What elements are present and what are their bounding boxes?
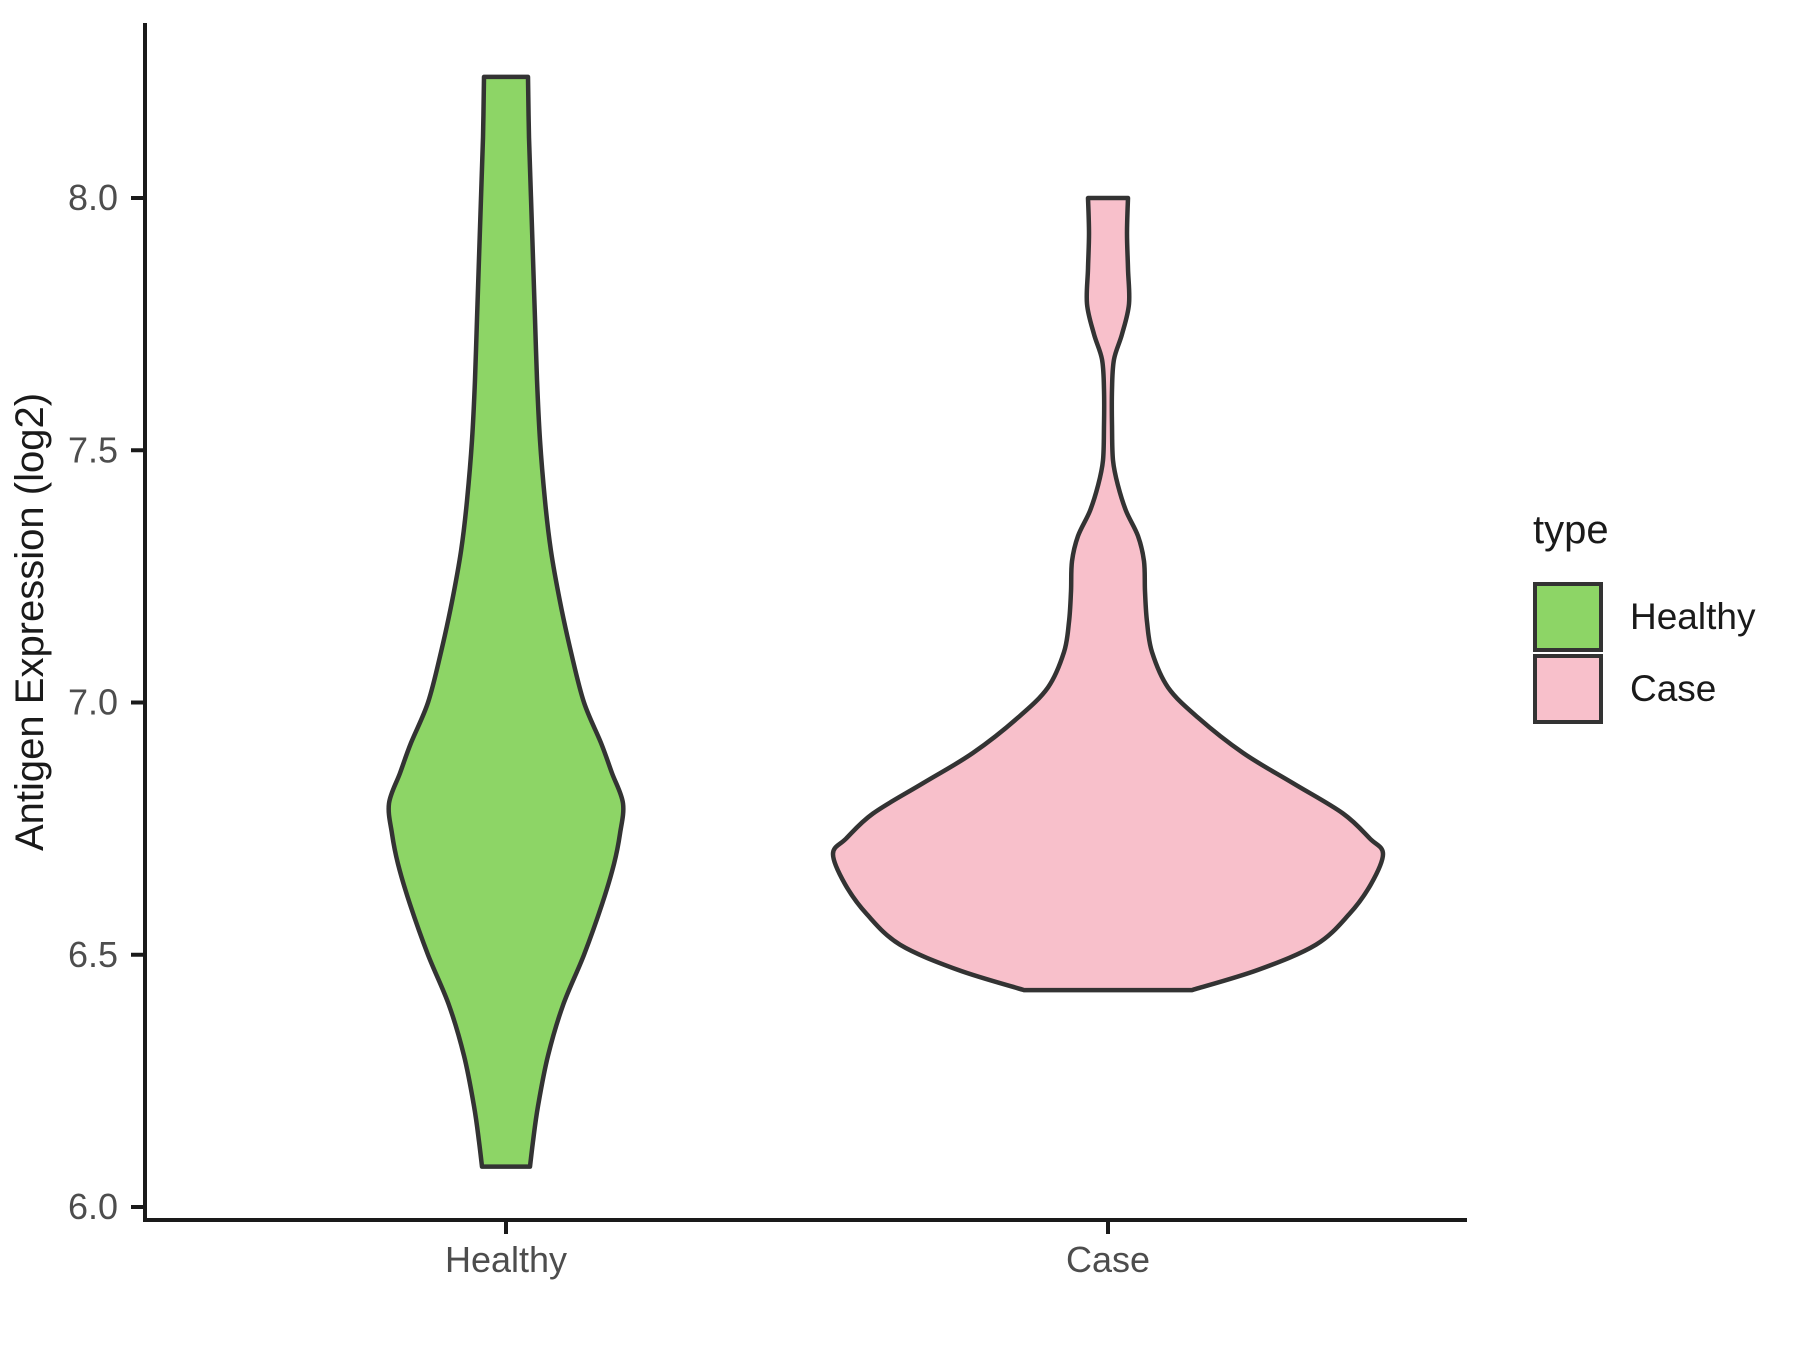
legend-item-healthy: Healthy bbox=[1533, 582, 1755, 652]
legend-item-case: Case bbox=[1533, 654, 1755, 724]
violins-layer bbox=[386, 74, 1386, 1169]
violin-case bbox=[830, 195, 1386, 993]
legend-key-healthy-swatch bbox=[1533, 582, 1603, 652]
y-tick-label: 7.5 bbox=[68, 429, 118, 470]
legend-key-case-swatch bbox=[1533, 654, 1603, 724]
y-tick-label: 8.0 bbox=[68, 177, 118, 218]
x-axis-label-case: Case bbox=[1066, 1239, 1150, 1280]
axes-layer bbox=[143, 23, 1467, 1222]
y-tick-label: 7.0 bbox=[68, 682, 118, 723]
y-tick-label: 6.5 bbox=[68, 934, 118, 975]
legend: type Healthy Case bbox=[1533, 506, 1755, 726]
y-axis-title: Antigen Expression (log2) bbox=[8, 393, 52, 851]
violin-healthy bbox=[386, 74, 626, 1169]
legend-label-healthy: Healthy bbox=[1630, 596, 1756, 637]
x-axis-label-healthy: Healthy bbox=[445, 1239, 567, 1280]
y-axis-ticks: 6.0 6.5 7.0 7.5 8.0 bbox=[68, 177, 146, 1227]
y-tick-label: 6.0 bbox=[68, 1186, 118, 1227]
x-axis-ticks bbox=[504, 1221, 1110, 1234]
legend-label-case: Case bbox=[1630, 668, 1717, 709]
legend-title: type bbox=[1533, 508, 1609, 552]
